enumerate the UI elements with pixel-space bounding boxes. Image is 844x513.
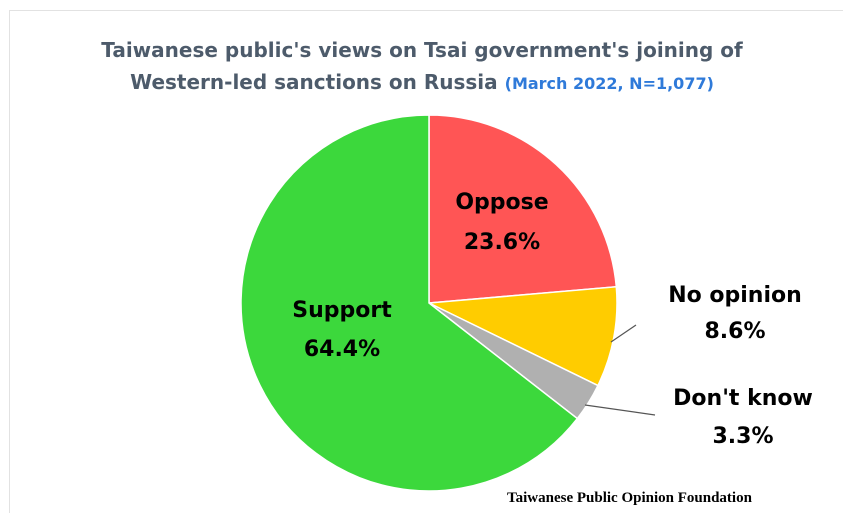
slice-value-oppose: 23.6% — [464, 230, 540, 255]
slice-label-don-t-know: Don't know — [673, 386, 813, 411]
pie-slice-support — [240, 114, 579, 492]
chart-title-line-1: Taiwanese public's views on Tsai governm… — [101, 38, 743, 62]
chart-subtitle: (March 2022, N=1,077) — [504, 74, 714, 93]
slice-value-don-t-know: 3.3% — [712, 424, 773, 449]
leader-line-no-opinion — [610, 324, 637, 343]
source-credit: Taiwanese Public Opinion Foundation — [507, 490, 752, 506]
slice-label-oppose: Oppose — [455, 190, 548, 215]
pie-slice-oppose — [428, 114, 618, 304]
chart-title: Taiwanese public's views on Tsai governm… — [0, 34, 844, 100]
pie-slice-no-opinion — [426, 285, 618, 387]
chart-frame — [9, 10, 843, 513]
slice-value-support: 64.4% — [304, 337, 380, 362]
chart-title-line-2-text: Western-led sanctions on Russia — [130, 70, 498, 94]
slice-label-no-opinion: No opinion — [668, 283, 802, 308]
slice-label-support: Support — [292, 298, 392, 323]
chart-title-line-2: Western-led sanctions on Russia (March 2… — [0, 66, 844, 100]
leader-line-don-t-know — [584, 404, 656, 416]
slice-value-no-opinion: 8.6% — [704, 319, 765, 344]
